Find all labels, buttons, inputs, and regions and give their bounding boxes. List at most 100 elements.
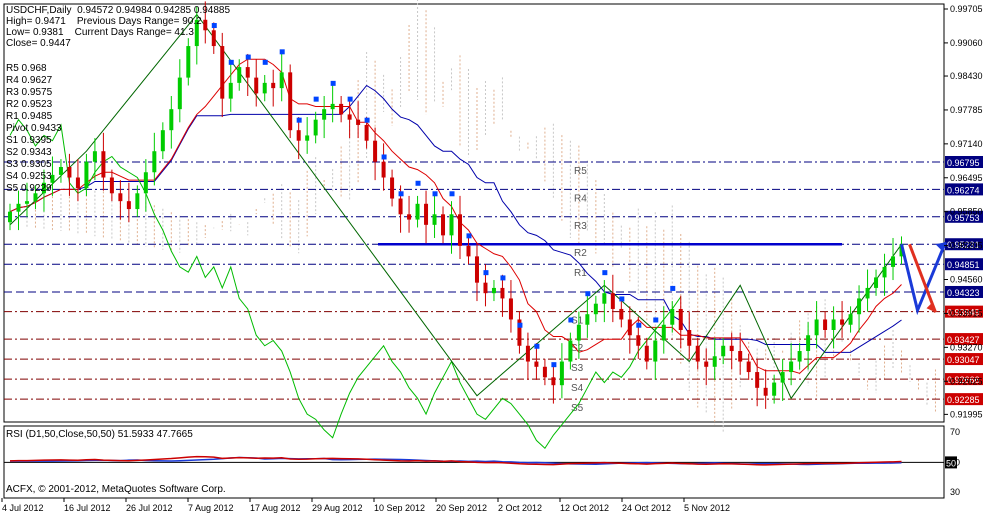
rsi-label: RSI (D1,50,Close,50,50) 51.5933 47.7665 (6, 429, 193, 440)
pivot-price-tag-label: 0.93949 (947, 308, 980, 318)
candle-body (840, 319, 845, 325)
rsi-value-tag-label: 50 (946, 458, 956, 468)
x-axis-tick-label: 26 Jul 2012 (126, 503, 173, 513)
candle-body (237, 67, 242, 83)
candle-body (576, 324, 581, 341)
candle-body (780, 372, 785, 383)
pivot-price-tag (945, 393, 983, 406)
candle-body (220, 46, 225, 99)
candle-body (542, 366, 547, 378)
candle-body (160, 130, 165, 152)
y-axis-tick-label: 0.91995 (950, 409, 983, 419)
candle-body (738, 351, 743, 362)
candle-body (797, 351, 802, 362)
candle-body (559, 361, 564, 386)
trailing-stop-dot (636, 322, 642, 328)
x-axis-tick-label: 2 Oct 2012 (498, 503, 542, 513)
pivot-price-tag-label: 0.96274 (947, 185, 980, 195)
candle-body (627, 319, 632, 336)
y-axis-tick-label: 0.94560 (950, 275, 983, 285)
candle-body (424, 203, 429, 225)
x-axis-tick-label: 20 Sep 2012 (436, 503, 487, 513)
candle-body (152, 151, 157, 173)
pivot-price-tag (945, 333, 983, 346)
trailing-stop-dot (619, 296, 625, 302)
candle-body (364, 124, 369, 141)
pivot-price-tag-label: 0.93047 (947, 355, 980, 365)
candle-body (271, 82, 276, 89)
trailing-stop-dot (670, 285, 676, 291)
trailing-stop-dot (653, 317, 659, 323)
candle-body (177, 77, 182, 110)
x-axis-tick-label: 17 Aug 2012 (250, 503, 301, 513)
candle-body (466, 245, 471, 257)
candle-body (857, 298, 862, 315)
candle-body (228, 82, 233, 99)
candle-body (678, 308, 683, 330)
candle-body (670, 308, 675, 325)
trailing-stop-dot (517, 322, 523, 328)
pivot-text-s4: S4 0.9253 (6, 171, 52, 182)
x-axis-tick-label: 12 Oct 2012 (560, 503, 609, 513)
candle-body (508, 298, 513, 320)
x-axis-tick-label: 24 Oct 2012 (622, 503, 671, 513)
rsi-value-tag (945, 456, 957, 469)
trailing-stop-dot (279, 49, 285, 55)
candle-body (874, 277, 879, 288)
chart-header-line4: Close= 0.9447 (6, 38, 71, 49)
candle-body (865, 287, 870, 299)
chart-header-line1: USDCHF,Daily 0.94572 0.94984 0.94285 0.9… (6, 5, 231, 16)
zone-label: R5 (574, 166, 587, 177)
candle-body (695, 345, 700, 362)
candle-body (500, 287, 505, 299)
candle-body (143, 172, 148, 194)
candle-body (474, 256, 479, 283)
candle-body (322, 109, 327, 120)
x-axis-tick-label: 29 Aug 2012 (312, 503, 363, 513)
rsi-axis-label: 30 (950, 487, 960, 497)
x-axis-tick-label: 4 Jul 2012 (2, 503, 44, 513)
candle-body (8, 211, 12, 223)
candle-body (339, 103, 344, 115)
x-axis-tick-label: 10 Sep 2012 (374, 503, 425, 513)
trailing-stop-dot (330, 80, 336, 86)
pivot-price-tag (945, 305, 983, 318)
candle-body (432, 214, 437, 225)
candle-body (245, 67, 250, 78)
candle-body (296, 130, 301, 141)
candle-body (84, 161, 89, 189)
candle-body (109, 177, 114, 194)
trailing-stop-dot (211, 23, 217, 29)
candle-body (610, 293, 615, 309)
trailing-stop-dot (551, 362, 557, 368)
forecast-arrowhead-red (926, 302, 936, 313)
y-axis-tick-label: 0.93270 (950, 342, 983, 352)
candle-body (602, 293, 607, 304)
trailing-stop-dot (262, 59, 268, 65)
x-axis-tick-label: 5 Nov 2012 (684, 503, 730, 513)
rsi-axis-label: 70 (950, 427, 960, 437)
candle-body (356, 119, 361, 125)
pivot-text-r2: R2 0.9523 (6, 99, 53, 110)
candle-body (449, 214, 454, 236)
trailing-stop-dot (296, 117, 302, 123)
candle-body (373, 140, 378, 162)
candle-body (525, 345, 530, 362)
trailing-stop-dot (534, 343, 540, 349)
pivot-price-tag (945, 285, 983, 298)
trailing-stop-dot (313, 96, 319, 102)
pivot-price-tag-label: 0.93427 (947, 335, 980, 345)
y-axis-tick-label: 0.97785 (950, 105, 983, 115)
trailing-stop-dot (228, 59, 234, 65)
pivot-text-r1: R1 0.9485 (6, 111, 53, 122)
candle-body (441, 214, 446, 236)
pivot-price-tag (945, 238, 983, 251)
pivot-price-tag-label: 0.92666 (947, 375, 980, 385)
pivot-text-s2: S2 0.9343 (6, 147, 52, 158)
candle-body (330, 103, 335, 110)
candle-body (661, 324, 666, 341)
candle-body (75, 177, 80, 189)
candle-body (262, 82, 267, 94)
y-axis-tick-label: 0.95850 (950, 207, 983, 217)
